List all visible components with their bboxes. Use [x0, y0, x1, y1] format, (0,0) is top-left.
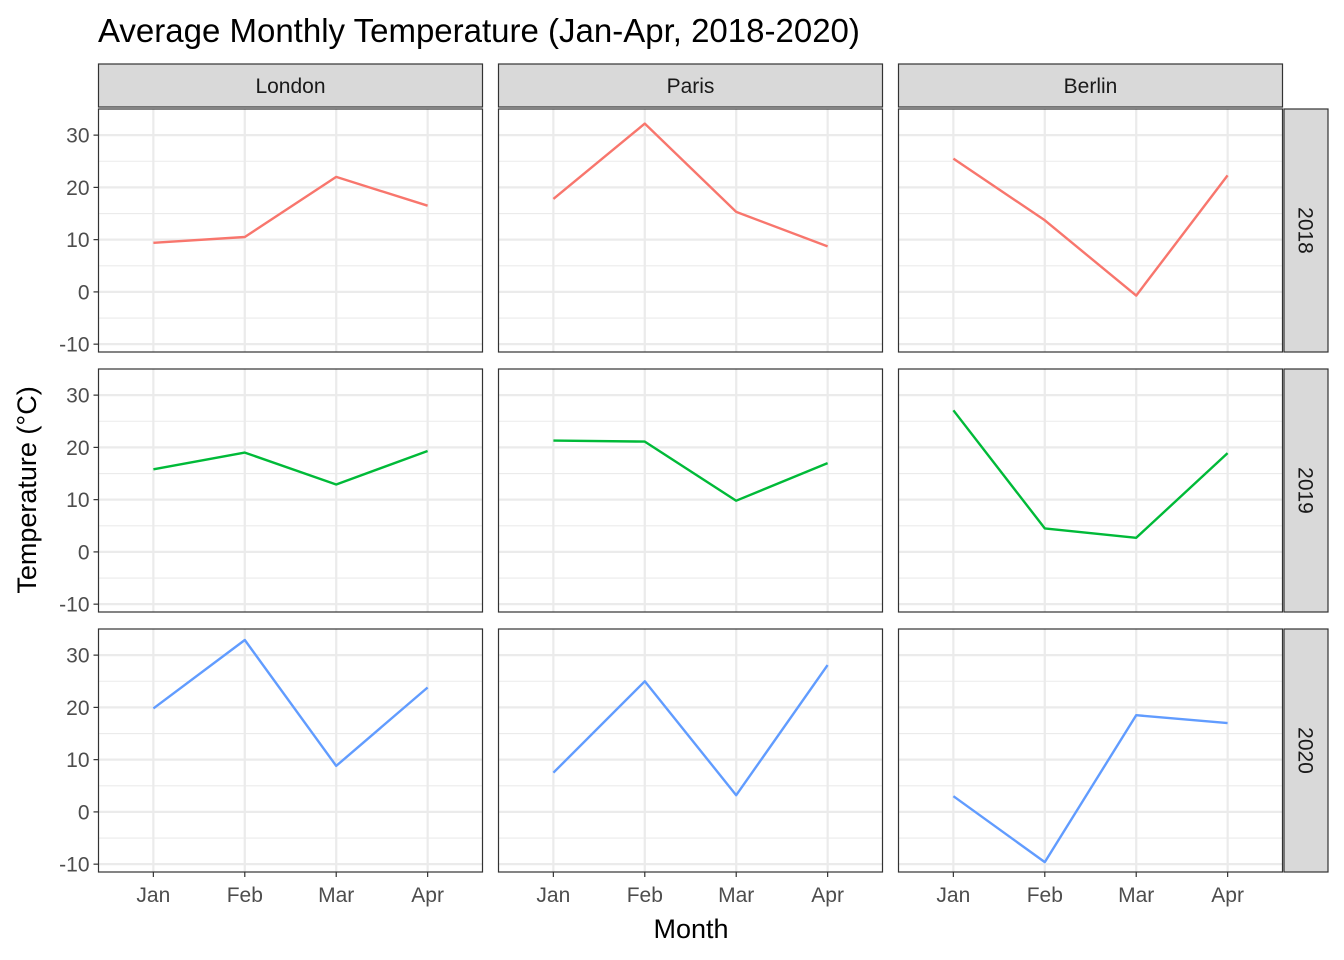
x-tick-label: Feb: [627, 884, 663, 907]
y-tick-label: 10: [66, 489, 89, 512]
panel-border: [897, 628, 1284, 873]
y-tick-label: -10: [59, 594, 89, 617]
x-tick-label: Mar: [1118, 884, 1154, 907]
panel-london-2018: -10 0 10 20 30: [59, 108, 484, 357]
panel-background: [898, 369, 1283, 612]
x-tick-label: Apr: [1211, 884, 1244, 907]
panel-border: [497, 368, 884, 613]
y-axis-title: Temperature (°C): [12, 386, 42, 593]
y-tick-label: 30: [66, 385, 89, 408]
x-tick-label: Feb: [1027, 884, 1063, 907]
panel-background: [898, 629, 1283, 872]
strip-berlin: Berlin: [897, 63, 1284, 108]
panel-background: [98, 109, 483, 352]
y-tick-label: -10: [59, 334, 89, 357]
line-berlin-2020: [952, 714, 1228, 864]
line-paris-2020: [552, 664, 829, 797]
panel-border: [97, 108, 484, 353]
panel-background: [498, 109, 883, 352]
panel-border: [497, 628, 884, 873]
x-tick-label: Mar: [318, 884, 354, 907]
x-tick-label: Jan: [536, 884, 570, 907]
panel-paris-2018: [497, 108, 884, 353]
chart-title: Average Monthly Temperature (Jan-Apr, 20…: [98, 12, 860, 49]
y-tick-label: 0: [78, 541, 90, 564]
panel-paris-2020: Jan Feb Mar Apr: [497, 628, 884, 907]
panel-berlin-2019: [897, 368, 1284, 613]
panel-background: [498, 369, 883, 612]
strip-background: [97, 63, 484, 108]
panel-paris-2019: [497, 368, 884, 613]
y-tick-label: 30: [66, 125, 89, 148]
line-berlin-2018: [952, 157, 1229, 297]
strip-background: [897, 63, 1284, 108]
line-paris-2019: [553, 439, 829, 502]
panel-background: [98, 629, 483, 872]
strip-background: [1283, 368, 1329, 613]
panel-berlin-2020: Jan Feb Mar Apr: [897, 628, 1284, 907]
strip-label: 2018: [1294, 207, 1317, 254]
x-tick-label: Jan: [136, 884, 170, 907]
panel-background: [898, 109, 1283, 352]
panel-border: [897, 108, 1284, 353]
strip-label: Paris: [667, 75, 715, 98]
line-berlin-2019: [952, 409, 1229, 539]
y-tick-label: -10: [59, 854, 89, 877]
x-tick-label: Apr: [411, 884, 444, 907]
strip-label: 2019: [1294, 467, 1317, 514]
panel-berlin-2018: [897, 108, 1284, 353]
strip-background: [1283, 628, 1329, 873]
panel-border: [497, 108, 884, 353]
line-london-2019: [153, 449, 429, 486]
strip-label: London: [255, 75, 325, 98]
x-tick-label: Apr: [811, 884, 844, 907]
line-london-2020: [152, 638, 429, 768]
strip-2018: 2018: [1283, 108, 1329, 353]
y-tick-label: 20: [66, 697, 89, 720]
panel-background: [498, 629, 883, 872]
panel-border: [97, 628, 484, 873]
strip-2020: 2020: [1283, 628, 1329, 873]
panel-london-2020: -10 0 10 20 30 Jan Feb Mar Apr: [59, 628, 484, 907]
y-tick-label: 0: [78, 281, 90, 304]
strip-london: London: [97, 63, 484, 108]
panel-london-2019: -10 0 10 20 30: [59, 368, 484, 617]
strip-paris: Paris: [497, 63, 884, 108]
y-tick-label: 10: [66, 229, 89, 252]
x-tick-label: Feb: [227, 884, 263, 907]
strip-background: [497, 63, 884, 108]
x-axis-title: Month: [653, 914, 728, 944]
y-tick-label: 20: [66, 437, 89, 460]
strip-label: Berlin: [1064, 75, 1118, 98]
panel-grid: London Paris Berlin201820192020-100102030-…: [59, 63, 1329, 907]
line-paris-2018: [552, 122, 829, 248]
panel-border: [897, 368, 1284, 613]
x-tick-label: Jan: [936, 884, 970, 907]
panel-background: [98, 369, 483, 612]
strip-2019: 2019: [1283, 368, 1329, 613]
y-tick-label: 10: [66, 749, 89, 772]
strip-background: [1283, 108, 1329, 353]
x-tick-label: Mar: [718, 884, 754, 907]
y-tick-label: 30: [66, 645, 89, 668]
panel-border: [97, 368, 484, 613]
line-london-2018: [153, 175, 428, 244]
y-tick-label: 0: [78, 801, 90, 824]
strip-label: 2020: [1294, 727, 1317, 774]
y-tick-label: 20: [66, 177, 89, 200]
